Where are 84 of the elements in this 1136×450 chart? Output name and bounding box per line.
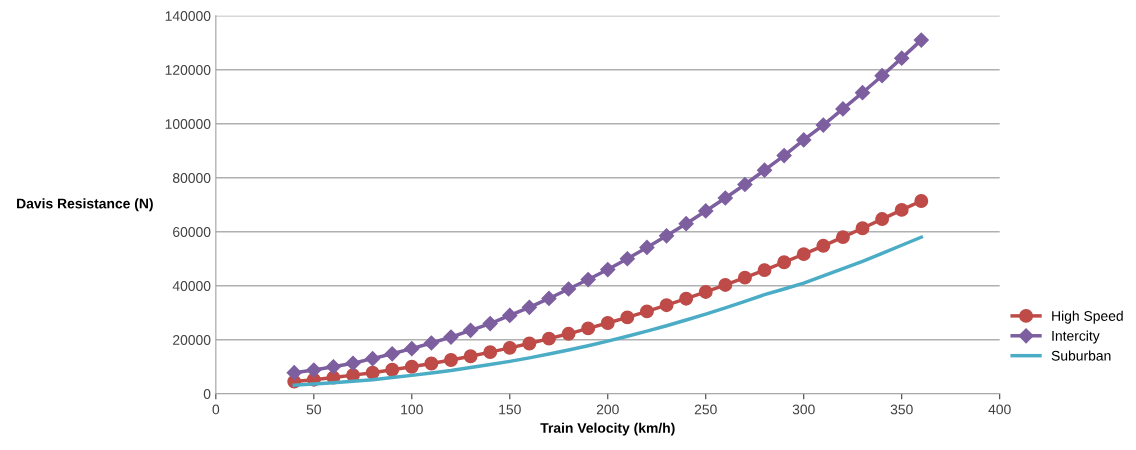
x-tick-label: 400 [988, 404, 1011, 415]
point [913, 32, 929, 48]
point [757, 263, 772, 278]
x-tick-label: 350 [890, 404, 913, 415]
x-tick-label: 250 [694, 404, 717, 415]
x-tick-label: 150 [499, 404, 521, 415]
point [854, 85, 871, 101]
x-tick-label: 50 [306, 404, 321, 415]
y-tick-label: 0 [203, 389, 211, 399]
point [640, 304, 654, 319]
point [541, 290, 557, 307]
point [560, 281, 577, 297]
point [365, 351, 381, 367]
point [600, 261, 616, 278]
point [443, 329, 459, 345]
point [737, 270, 752, 285]
point [325, 359, 341, 375]
point [482, 315, 498, 332]
x-tick-label: 300 [792, 404, 815, 415]
point [815, 117, 831, 133]
point [581, 321, 596, 336]
point [404, 341, 420, 357]
y-tick-label: 20000 [173, 335, 211, 345]
point [658, 228, 675, 244]
x-tick-label: 200 [596, 404, 619, 415]
point [619, 251, 635, 267]
point [286, 365, 302, 381]
point [659, 298, 674, 313]
point [835, 230, 850, 245]
point [580, 271, 596, 288]
point [874, 68, 890, 84]
y-tick-label: 100000 [165, 119, 211, 129]
point [914, 194, 929, 208]
point [424, 356, 439, 371]
point [855, 221, 870, 236]
point [717, 190, 733, 206]
point [521, 299, 537, 315]
point [737, 176, 753, 193]
legend-label: Intercity [1052, 330, 1100, 344]
x-tick-label: 0 [212, 404, 220, 415]
point [365, 365, 380, 380]
point [796, 247, 811, 262]
legend-label: High Speed [1052, 310, 1123, 324]
point [639, 239, 655, 255]
point [384, 346, 400, 362]
point [816, 238, 831, 253]
point [306, 362, 322, 378]
point [718, 277, 733, 292]
point [835, 101, 851, 117]
point [756, 162, 773, 178]
point [698, 285, 713, 299]
point [542, 331, 556, 346]
point [385, 362, 400, 377]
point [875, 212, 890, 227]
y-axis-title: Davis Resistance (N) [17, 198, 153, 212]
point [483, 345, 498, 360]
point [345, 355, 361, 371]
point [796, 132, 812, 148]
point [522, 336, 537, 351]
point [561, 326, 576, 341]
point [678, 216, 694, 232]
y-tick-label: 80000 [172, 173, 211, 183]
point [444, 353, 458, 367]
x-tick-label: 100 [401, 404, 423, 415]
point [698, 203, 714, 219]
legend-label: Suburban [1051, 350, 1111, 361]
y-tick-label: 40000 [172, 281, 211, 291]
point [463, 349, 478, 364]
y-tick-label: 120000 [165, 65, 211, 75]
y-tick-label: 140000 [165, 11, 211, 21]
point [600, 316, 615, 330]
point [679, 291, 694, 306]
point [894, 202, 909, 217]
x-axis-title: Train Velocity (km/h) [540, 422, 675, 436]
point [894, 50, 910, 66]
point [404, 359, 419, 374]
point [502, 340, 517, 355]
point [776, 148, 792, 164]
point [777, 255, 792, 270]
y-tick-label: 60000 [173, 227, 211, 237]
point [463, 322, 479, 338]
point [502, 307, 518, 324]
point [423, 335, 439, 351]
point [620, 310, 635, 325]
